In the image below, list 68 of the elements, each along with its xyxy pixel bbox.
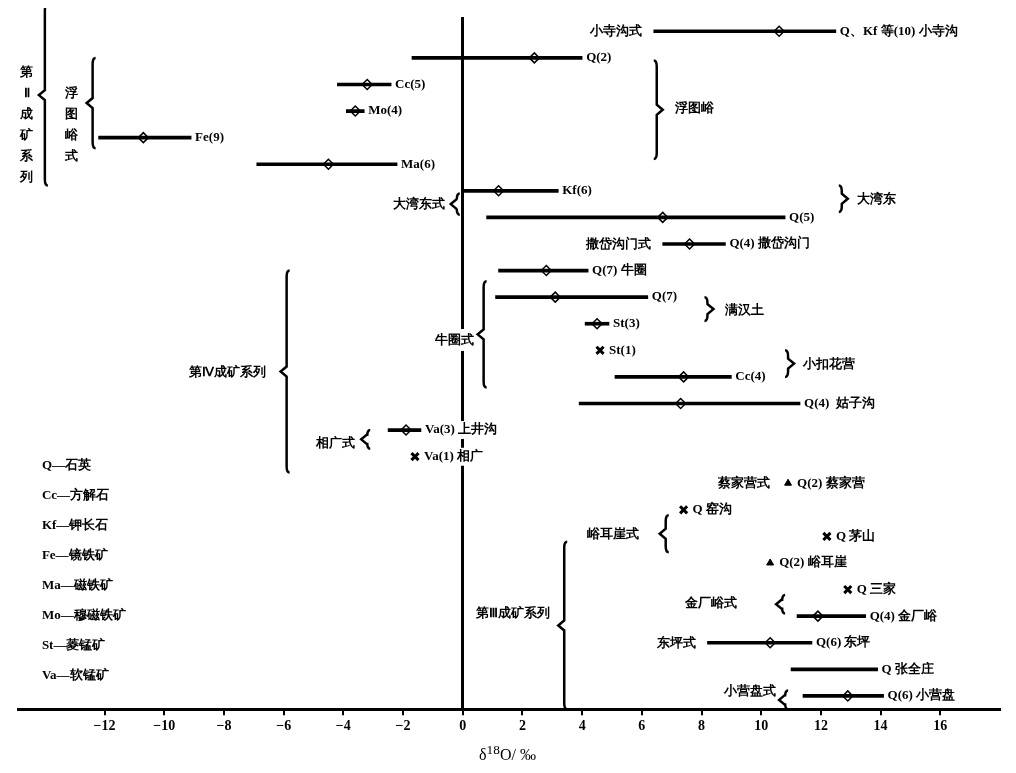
data-label: Q 三家 bbox=[856, 580, 897, 596]
x-tick-label: −4 bbox=[335, 718, 351, 734]
annotation: 满汉土 bbox=[725, 302, 765, 319]
annotation: 蔡家营式 bbox=[718, 475, 771, 492]
data-label: Q(4) 撒岱沟门 bbox=[729, 235, 810, 251]
data-label: Q(2) 峪耳崖 bbox=[779, 554, 847, 570]
x-tick-label: −12 bbox=[93, 718, 116, 734]
data-label: Kf(6) bbox=[562, 182, 592, 198]
x-tick-label: 2 bbox=[518, 718, 526, 734]
data-label: Q(7) bbox=[651, 288, 678, 304]
annotation: 大湾东 bbox=[856, 190, 896, 207]
data-label: Q(2) 蔡家营 bbox=[797, 474, 865, 490]
data-label: Q 窑沟 bbox=[692, 501, 732, 517]
annotation: 峪耳崖式 bbox=[586, 525, 639, 542]
x-tick-label: −8 bbox=[216, 718, 232, 734]
annotation: 第Ⅲ成矿系列 bbox=[474, 602, 553, 625]
x-tick-label: 6 bbox=[638, 718, 646, 734]
x-tick-label: 10 bbox=[754, 718, 769, 734]
x-axis-title: δ$^{18}$O/ ‰ bbox=[479, 742, 536, 765]
data-label: Q(4) 金厂峪 bbox=[869, 607, 939, 623]
annotation: St—菱锰矿 bbox=[41, 636, 106, 653]
data-label: Va(3) 上井沟 bbox=[424, 421, 498, 437]
data-label: Mo(4) bbox=[368, 102, 403, 118]
annotation: 牛圈式 bbox=[433, 328, 477, 351]
x-tick-label: 8 bbox=[698, 718, 706, 734]
annotation: 东坪式 bbox=[656, 634, 696, 651]
annotation: 浮图峪式 bbox=[64, 84, 80, 166]
data-label: Cc(4) bbox=[735, 368, 766, 384]
data-label: Cc(5) bbox=[395, 75, 426, 91]
annotation: Kf—钾长石 bbox=[41, 516, 109, 533]
annotation: 小扣花营 bbox=[803, 355, 855, 372]
x-tick-label: 14 bbox=[873, 718, 888, 734]
annotation: 相广式 bbox=[316, 435, 356, 452]
annotation: 第Ⅳ成矿系列 bbox=[188, 363, 266, 380]
annotation: Va—软锰矿 bbox=[41, 666, 109, 683]
annotation: Mo—穆磁铁矿 bbox=[41, 606, 126, 623]
annotation: 小寺沟式 bbox=[589, 23, 642, 40]
x-tick-label: −6 bbox=[276, 718, 292, 734]
data-label: Q(4) 姑子沟 bbox=[804, 394, 875, 410]
annotation: Ma—磁铁矿 bbox=[41, 576, 113, 593]
annotation: 大湾东式 bbox=[392, 196, 445, 213]
annotation: 第Ⅱ成矿系列 bbox=[18, 63, 35, 187]
data-label: Q、Kf 等(10) 小寺沟 bbox=[839, 22, 958, 38]
data-label: Q(5) bbox=[789, 208, 815, 224]
annotation: Q—石英 bbox=[41, 456, 91, 473]
data-label: Q 茅山 bbox=[835, 527, 876, 543]
data-label: Va(1) 相广 bbox=[423, 448, 484, 464]
x-tick-label: 16 bbox=[933, 718, 948, 734]
annotation: 小营盘式 bbox=[724, 682, 777, 699]
data-label: Q(7) 牛圈 bbox=[592, 261, 647, 277]
data-label: Q(2) bbox=[586, 49, 612, 65]
annotation: 金厂峪式 bbox=[685, 594, 738, 611]
annotation: Cc—方解石 bbox=[41, 486, 110, 503]
data-label: Fe(9) bbox=[195, 128, 224, 144]
annotation: 撒岱沟门式 bbox=[585, 235, 651, 252]
x-tick-label: −2 bbox=[395, 718, 411, 734]
data-label: Q 张全庄 bbox=[881, 660, 934, 676]
data-label: Q(6) 东坪 bbox=[815, 634, 871, 650]
data-label: Ma(6) bbox=[401, 155, 436, 171]
data-label: St(3) bbox=[612, 315, 640, 331]
x-tick-label: 12 bbox=[813, 718, 828, 734]
x-tick-label: 4 bbox=[578, 718, 586, 734]
annotation: Fe—镜铁矿 bbox=[41, 546, 108, 563]
x-tick-label: 0 bbox=[459, 718, 467, 734]
data-label: Q(6) 小营盘 bbox=[887, 687, 956, 703]
data-label: St(1) bbox=[609, 341, 636, 357]
x-tick-label: −10 bbox=[153, 718, 176, 734]
annotation: 浮图峪 bbox=[674, 100, 714, 117]
